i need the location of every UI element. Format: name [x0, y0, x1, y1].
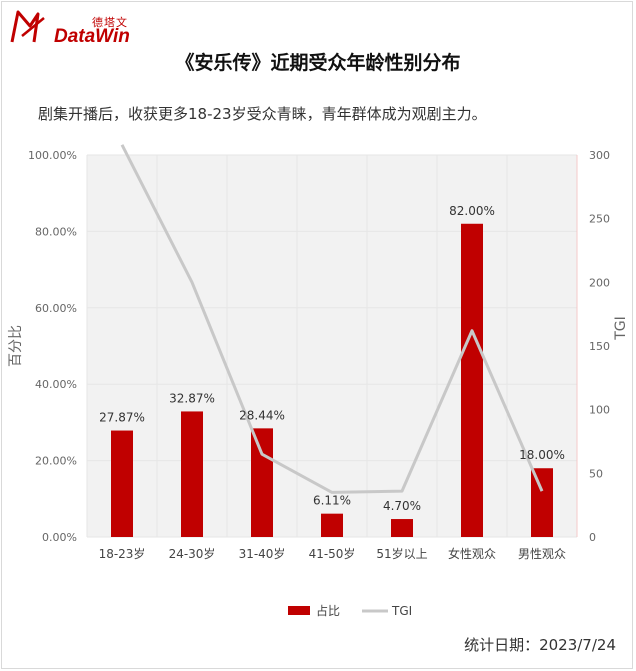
category-label: 男性观众: [518, 547, 566, 561]
bar-value-label: 18.00%: [519, 448, 565, 462]
legend-bar-swatch: [288, 606, 310, 615]
right-tick-label: 50: [589, 467, 603, 480]
legend-bar-label: 占比: [316, 603, 340, 618]
right-tick-label: 300: [589, 149, 610, 162]
stat-date: 统计日期：2023/7/24: [464, 636, 616, 654]
logo-cn-text: 德塔文: [92, 16, 128, 29]
category-label: 31-40岁: [239, 546, 286, 561]
bar: [181, 411, 203, 537]
bar-value-label: 4.70%: [383, 499, 421, 513]
datawin-logo: 德塔文 DataWin: [8, 6, 130, 48]
right-tick-label: 150: [589, 340, 610, 353]
right-tick-label: 100: [589, 404, 610, 417]
right-tick-label: 0: [589, 531, 596, 544]
left-tick-label: 0.00%: [42, 531, 77, 544]
category-axis: 18-23岁 24-30岁 31-40岁 41-50岁 51岁以上 女性观众 男性观众: [99, 546, 566, 561]
data-labels: 27.87% 32.87% 28.44% 6.11% 4.70% 82.00% 18.00%: [99, 204, 565, 513]
category-label: 女性观众: [448, 546, 496, 561]
left-tick-label: 100.00%: [28, 149, 77, 162]
legend-line-label: TGI: [391, 604, 412, 618]
bar: [391, 519, 413, 537]
right-axis-ticks: 0 50 100 150 200 250 300: [589, 149, 610, 544]
chart-subtitle: 剧集开播后，收获更多18-23岁受众青睐，青年群体成为观剧主力。: [38, 105, 487, 123]
chart-title: 《安乐传》近期受众年龄性别分布: [175, 52, 461, 74]
right-tick-label: 250: [589, 213, 610, 226]
left-tick-label: 20.00%: [35, 455, 77, 468]
bar-value-label: 32.87%: [169, 391, 215, 405]
left-axis-title: 百分比: [8, 325, 24, 367]
bar-value-label: 82.00%: [449, 204, 495, 218]
bar: [321, 513, 343, 537]
bar: [461, 223, 483, 537]
left-tick-label: 80.00%: [35, 225, 77, 238]
bar: [251, 428, 273, 537]
right-tick-label: 200: [589, 276, 610, 289]
category-label: 18-23岁: [99, 546, 146, 561]
category-label: 24-30岁: [169, 546, 216, 561]
left-tick-label: 60.00%: [35, 302, 77, 315]
bar-series: [111, 223, 553, 537]
left-tick-label: 40.00%: [35, 378, 77, 391]
bar-value-label: 28.44%: [239, 408, 285, 422]
plot-background: [87, 155, 577, 537]
tgi-line-series: [120, 144, 544, 494]
logo-en-text: DataWin: [54, 26, 130, 47]
right-axis-title: TGI: [613, 316, 629, 341]
category-label: 41-50岁: [309, 546, 356, 561]
tgi-line: [120, 144, 544, 494]
bar-value-label: 6.11%: [313, 494, 351, 508]
legend: 占比 TGI: [288, 603, 412, 618]
bar: [111, 430, 133, 537]
left-axis-ticks: 0.00% 20.00% 40.00% 60.00% 80.00% 100.00%: [28, 149, 77, 544]
category-label: 51岁以上: [376, 546, 427, 561]
bar: [531, 468, 553, 537]
logo-mark-icon: [10, 10, 45, 43]
bar-value-label: 27.87%: [99, 411, 145, 425]
